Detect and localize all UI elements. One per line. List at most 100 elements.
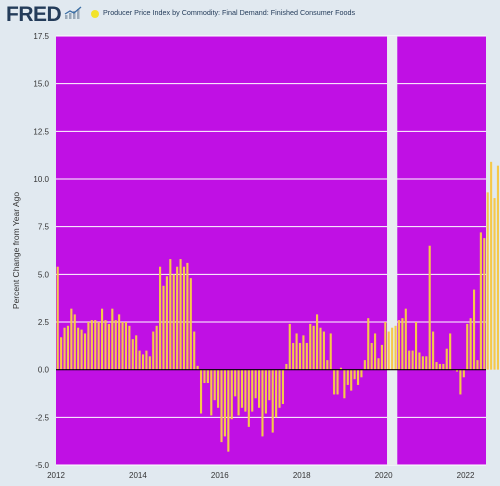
bar[interactable]	[350, 369, 353, 391]
bar[interactable]	[97, 322, 100, 370]
bar[interactable]	[438, 363, 441, 370]
bar[interactable]	[104, 320, 107, 370]
bar[interactable]	[281, 369, 285, 404]
bar[interactable]	[418, 352, 421, 370]
bar[interactable]	[159, 266, 162, 370]
bar[interactable]	[298, 342, 302, 370]
bar[interactable]	[288, 323, 291, 370]
bar[interactable]	[257, 369, 261, 408]
bar[interactable]	[111, 308, 114, 370]
bar[interactable]	[483, 238, 486, 370]
bar[interactable]	[165, 276, 168, 370]
bar[interactable]	[445, 348, 448, 370]
bar[interactable]	[493, 198, 496, 370]
bar[interactable]	[316, 314, 319, 370]
bar[interactable]	[360, 369, 363, 378]
bar[interactable]	[114, 320, 117, 370]
bar[interactable]	[421, 356, 424, 370]
bar[interactable]	[141, 354, 145, 370]
bar[interactable]	[101, 308, 104, 370]
bar[interactable]	[472, 289, 476, 370]
bar[interactable]	[56, 266, 59, 370]
bar[interactable]	[152, 331, 155, 370]
bar[interactable]	[138, 350, 141, 370]
bar[interactable]	[237, 369, 240, 416]
bar[interactable]	[196, 365, 199, 370]
bar[interactable]	[374, 333, 377, 370]
bar[interactable]	[234, 369, 237, 397]
bar[interactable]	[428, 245, 431, 370]
bar[interactable]	[404, 308, 407, 370]
bar[interactable]	[312, 325, 315, 370]
bar[interactable]	[370, 342, 373, 370]
bar[interactable]	[449, 333, 452, 370]
bar[interactable]	[182, 266, 186, 370]
bar[interactable]	[261, 369, 264, 437]
bar[interactable]	[305, 342, 308, 370]
bar[interactable]	[162, 285, 165, 370]
bar[interactable]	[476, 360, 479, 370]
bar[interactable]	[343, 369, 346, 399]
bar[interactable]	[346, 369, 349, 385]
bar[interactable]	[118, 314, 121, 370]
bar[interactable]	[459, 369, 462, 395]
bar[interactable]	[199, 369, 203, 414]
bar[interactable]	[333, 369, 336, 395]
bar[interactable]	[339, 367, 343, 370]
bar[interactable]	[176, 266, 179, 370]
bar[interactable]	[179, 259, 182, 370]
bar[interactable]	[83, 333, 87, 370]
bar[interactable]	[326, 360, 329, 370]
bar[interactable]	[278, 369, 281, 408]
bar[interactable]	[309, 323, 312, 370]
bar[interactable]	[435, 362, 438, 370]
bar[interactable]	[353, 369, 356, 380]
bar[interactable]	[490, 161, 493, 370]
bar[interactable]	[469, 318, 472, 370]
bar[interactable]	[462, 369, 465, 378]
bar[interactable]	[172, 274, 175, 370]
bar[interactable]	[135, 335, 138, 370]
bar[interactable]	[442, 363, 445, 370]
bar[interactable]	[384, 322, 387, 370]
bar[interactable]	[60, 337, 63, 370]
bar[interactable]	[189, 278, 192, 370]
bar[interactable]	[254, 369, 257, 399]
bar[interactable]	[329, 333, 332, 370]
bar[interactable]	[203, 369, 206, 384]
bar[interactable]	[90, 320, 93, 370]
bar[interactable]	[271, 369, 274, 433]
bar[interactable]	[210, 369, 213, 416]
bar[interactable]	[77, 327, 80, 370]
bar[interactable]	[213, 369, 216, 401]
bar[interactable]	[155, 325, 158, 370]
bar[interactable]	[73, 314, 76, 370]
bar[interactable]	[387, 331, 390, 370]
bar[interactable]	[193, 331, 196, 370]
bar[interactable]	[230, 369, 233, 420]
bar[interactable]	[295, 333, 298, 370]
bar[interactable]	[94, 320, 97, 370]
bar[interactable]	[63, 327, 66, 370]
bar[interactable]	[401, 318, 404, 370]
bar[interactable]	[336, 369, 339, 395]
bar[interactable]	[80, 329, 83, 370]
bar[interactable]	[124, 322, 128, 370]
bar[interactable]	[322, 331, 325, 370]
bar[interactable]	[186, 262, 189, 370]
bar[interactable]	[70, 308, 73, 370]
bar[interactable]	[391, 327, 394, 370]
bar[interactable]	[131, 339, 134, 370]
bar[interactable]	[367, 318, 370, 370]
bar[interactable]	[240, 369, 244, 408]
bar[interactable]	[414, 322, 418, 370]
bar[interactable]	[302, 335, 305, 370]
bar[interactable]	[220, 369, 223, 443]
bar[interactable]	[319, 327, 322, 370]
fred-logo[interactable]: FRED	[6, 3, 62, 26]
bar[interactable]	[394, 325, 397, 370]
bar[interactable]	[251, 369, 254, 412]
bar[interactable]	[264, 369, 267, 414]
bar[interactable]	[268, 369, 271, 401]
bar[interactable]	[455, 369, 459, 372]
